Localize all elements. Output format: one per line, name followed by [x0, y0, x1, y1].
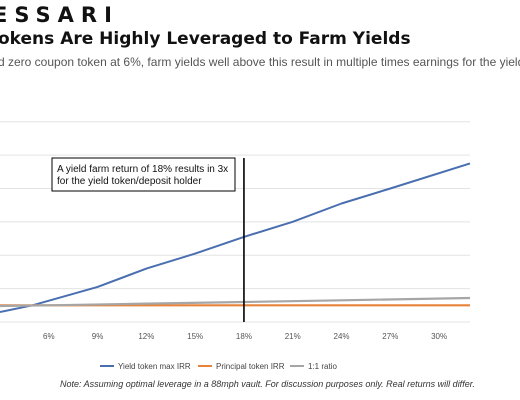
x-tick-label-3: 15%: [187, 332, 203, 341]
chart-title: okens Are Highly Leveraged to Farm Yield…: [0, 29, 411, 49]
annotation-box: [51, 157, 236, 192]
x-tick-label-6: 24%: [334, 332, 350, 341]
brand-logo: ESSARI: [0, 3, 119, 27]
x-tick-label-4: 18%: [236, 332, 252, 341]
series-line-2: [0, 296, 471, 308]
x-tick-label-5: 21%: [285, 332, 301, 341]
footnote: Note: Assuming optimal leverage in a 88m…: [60, 379, 475, 389]
x-tick-label-0: 6%: [43, 332, 55, 341]
chart-subtitle: d zero coupon token at 6%, farm yields w…: [0, 55, 520, 69]
x-tick-label-8: 30%: [431, 332, 447, 341]
series-line-0: [0, 162, 471, 313]
legend-label-1: Principal token IRR: [216, 362, 285, 371]
legend-label-0: Yield token max IRR: [118, 362, 191, 371]
annotation-text-line-1: for the yield token/deposit holder: [57, 176, 202, 187]
legend-label-2: 1:1 ratio: [308, 362, 337, 371]
annotation-text-line-0: A yield farm return of 18% results in 3x: [57, 164, 228, 175]
x-tick-label-2: 12%: [138, 332, 154, 341]
x-tick-label-7: 27%: [382, 332, 398, 341]
x-tick-label-1: 9%: [92, 332, 104, 341]
